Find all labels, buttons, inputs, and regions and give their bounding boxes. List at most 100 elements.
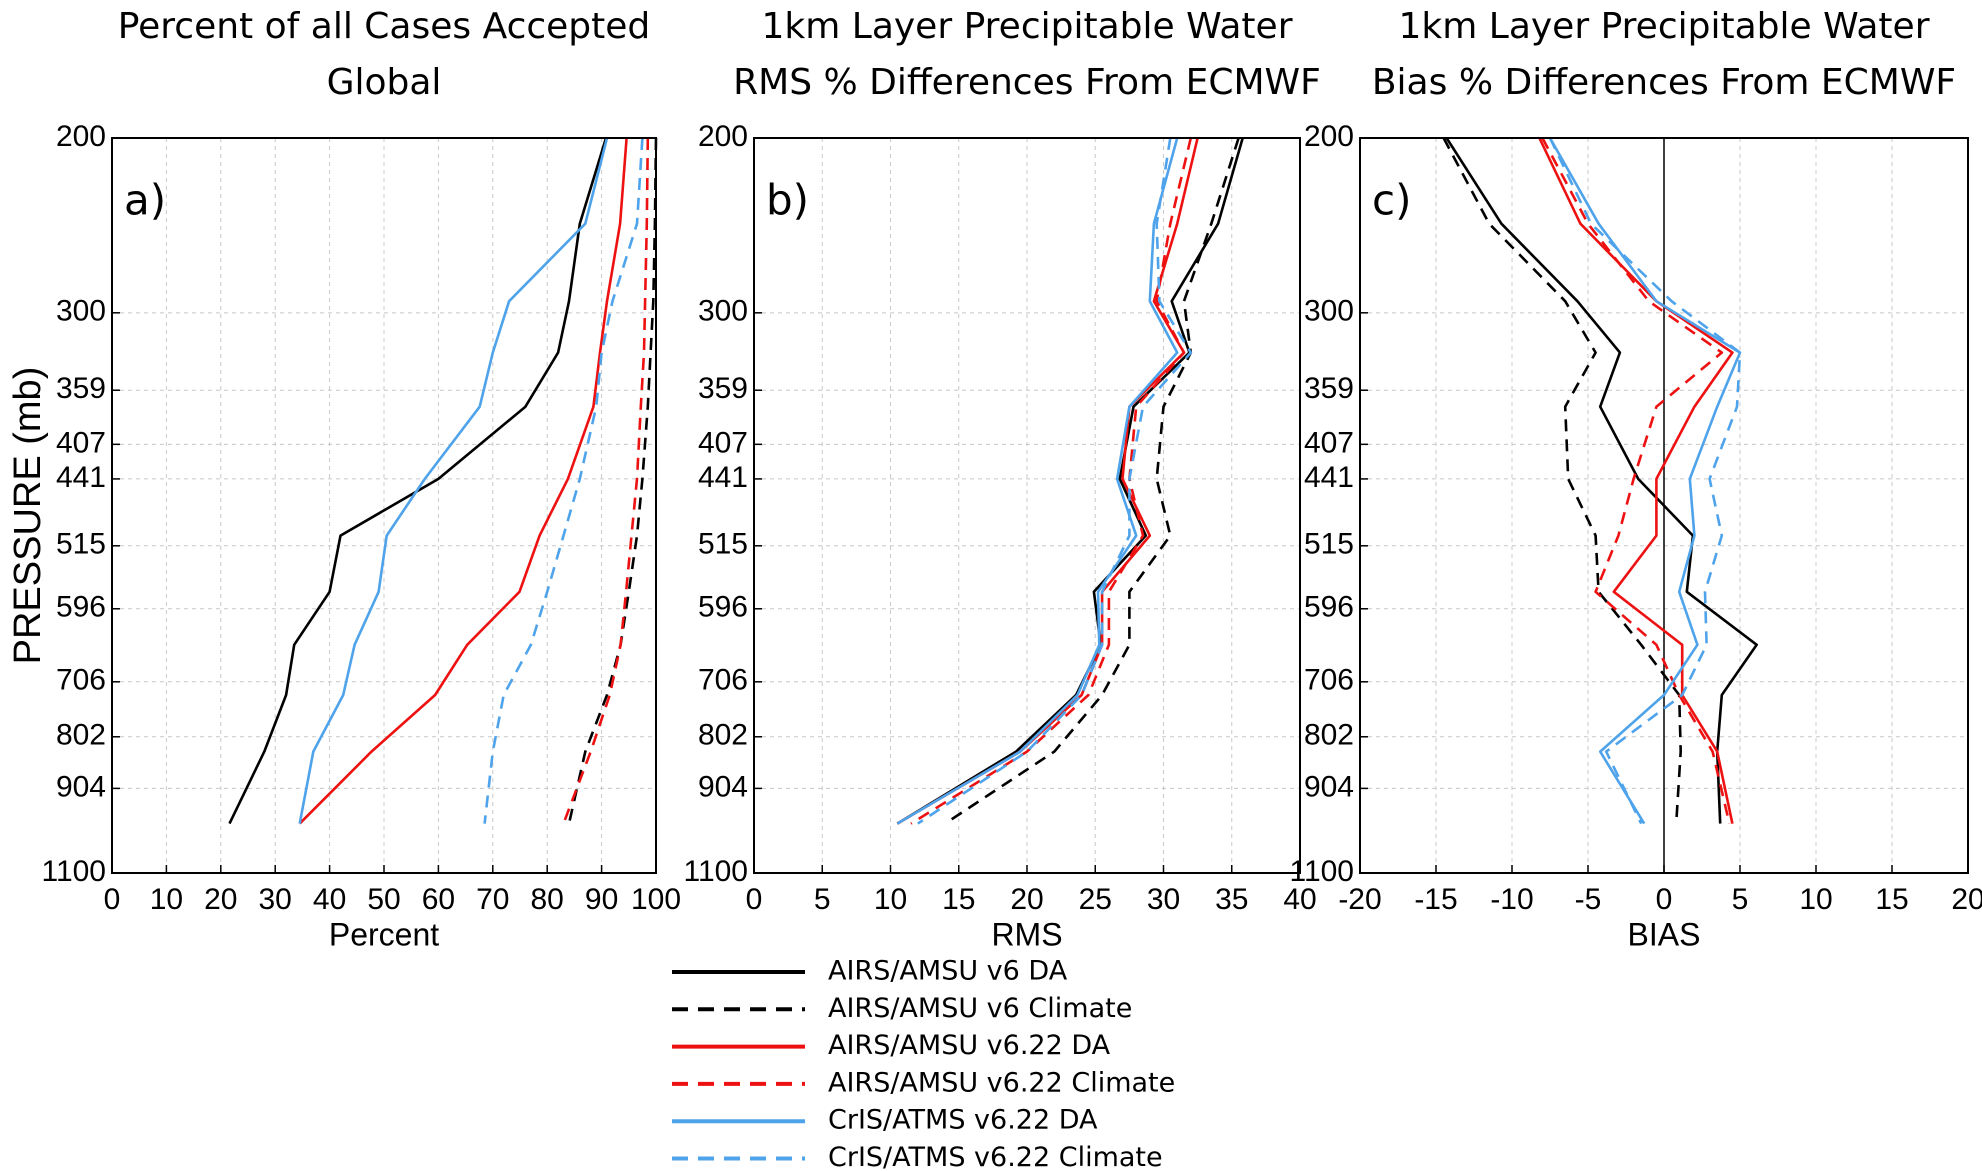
y-tick-label: 802 <box>1304 719 1354 752</box>
series-line <box>1548 137 1742 825</box>
y-tick-label: 407 <box>1304 426 1354 459</box>
series-line <box>1548 137 1742 825</box>
x-axis-label: BIAS <box>1628 916 1701 952</box>
y-tick-label: 200 <box>698 120 748 153</box>
x-tick-label: 70 <box>476 883 509 916</box>
series-line <box>567 137 658 824</box>
y-tick-label: 706 <box>698 664 748 697</box>
chart-subtitle: Bias % Differences From ECMWF <box>1372 62 1956 103</box>
y-tick-label: 407 <box>698 426 748 459</box>
series-line <box>1538 137 1734 824</box>
x-tick-label: 0 <box>1656 883 1673 916</box>
x-tick-label: 5 <box>1732 883 1749 916</box>
series-line <box>228 137 608 825</box>
x-tick-label: 20 <box>204 883 237 916</box>
panel-label: b) <box>766 176 809 225</box>
x-tick-label: 10 <box>1799 883 1832 916</box>
x-axis-label: Percent <box>329 916 439 952</box>
y-tick-label: 515 <box>1304 528 1354 561</box>
y-tick-label: 359 <box>698 372 748 405</box>
y-tick-label: 515 <box>698 528 748 561</box>
x-tick-label: 0 <box>104 883 121 916</box>
x-tick-label: 15 <box>942 883 975 916</box>
x-tick-label: 20 <box>1010 883 1043 916</box>
x-tick-label: 20 <box>1951 883 1982 916</box>
chart-subtitle: RMS % Differences From ECMWF <box>733 62 1321 103</box>
chart-title: 1km Layer Precipitable Water <box>1399 6 1930 47</box>
panel-label: c) <box>1372 176 1411 225</box>
series-line <box>917 137 1193 825</box>
y-tick-label: 359 <box>56 372 106 405</box>
chart-title: 1km Layer Precipitable Water <box>762 6 1293 47</box>
y-tick-label: 802 <box>698 719 748 752</box>
y-tick-label: 904 <box>56 770 106 803</box>
series-line <box>1445 137 1758 824</box>
series-line <box>896 137 1179 825</box>
plot-frame <box>111 137 657 874</box>
x-tick-label: -5 <box>1575 883 1602 916</box>
x-tick-label: 35 <box>1215 883 1248 916</box>
y-tick-label: 1100 <box>683 855 748 888</box>
y-tick-label: 596 <box>1304 591 1354 624</box>
x-tick-label: 30 <box>259 883 292 916</box>
y-tick-label: 441 <box>56 461 106 494</box>
x-tick-label: -20 <box>1338 883 1381 916</box>
x-tick-label: 10 <box>150 883 183 916</box>
legend-label: AIRS/AMSU v6.22 DA <box>828 1030 1111 1061</box>
x-tick-label: 0 <box>746 883 763 916</box>
series-line <box>298 137 628 825</box>
x-tick-label: 100 <box>631 883 681 916</box>
y-tick-label: 706 <box>56 664 106 697</box>
x-tick-label: 60 <box>422 883 455 916</box>
series-line <box>1541 137 1731 824</box>
y-tick-label: 359 <box>1304 372 1354 405</box>
legend-label: AIRS/AMSU v6 DA <box>828 956 1068 987</box>
x-tick-label: 30 <box>1147 883 1180 916</box>
x-tick-label: 40 <box>1283 883 1316 916</box>
series-line <box>896 137 1244 825</box>
legend-label: CrIS/ATMS v6.22 DA <box>828 1105 1098 1136</box>
x-tick-label: 15 <box>1875 883 1908 916</box>
series-line <box>562 137 650 825</box>
x-tick-label: -15 <box>1414 883 1457 916</box>
y-tick-label: 802 <box>56 719 106 752</box>
x-tick-label: -10 <box>1490 883 1533 916</box>
y-tick-label: 300 <box>1304 295 1354 328</box>
y-tick-label: 300 <box>698 295 748 328</box>
x-axis-label: RMS <box>991 916 1062 952</box>
panel-label: a) <box>124 176 166 225</box>
x-tick-label: 50 <box>367 883 400 916</box>
plot-frame <box>1359 137 1969 874</box>
y-tick-label: 200 <box>56 120 106 153</box>
y-axis-label: PRESSURE (mb) <box>7 367 49 665</box>
series-line <box>298 137 609 824</box>
series-line <box>1442 137 1682 824</box>
legend-label: AIRS/AMSU v6 Climate <box>828 993 1132 1024</box>
chart-subtitle: Global <box>327 62 442 103</box>
legend-label: CrIS/ATMS v6.22 Climate <box>828 1142 1163 1171</box>
plot-frame <box>753 137 1301 874</box>
y-tick-label: 1100 <box>41 855 106 888</box>
x-tick-label: 80 <box>531 883 564 916</box>
x-tick-label: 25 <box>1079 883 1112 916</box>
x-tick-label: 5 <box>814 883 831 916</box>
x-tick-label: 40 <box>313 883 346 916</box>
series-line <box>944 137 1240 825</box>
y-tick-label: 1100 <box>1289 855 1354 888</box>
y-tick-label: 596 <box>698 591 748 624</box>
chart-title: Percent of all Cases Accepted <box>118 6 651 47</box>
y-tick-label: 441 <box>1304 461 1354 494</box>
legend-label: AIRS/AMSU v6.22 Climate <box>828 1067 1175 1098</box>
y-tick-label: 904 <box>698 770 748 803</box>
y-tick-label: 706 <box>1304 664 1354 697</box>
y-tick-label: 904 <box>1304 770 1354 803</box>
y-tick-label: 515 <box>56 528 106 561</box>
y-tick-label: 200 <box>1304 120 1354 153</box>
y-tick-label: 441 <box>698 461 748 494</box>
series-line <box>483 137 644 824</box>
y-tick-label: 407 <box>56 426 106 459</box>
y-tick-label: 596 <box>56 591 106 624</box>
x-tick-label: 90 <box>585 883 618 916</box>
y-tick-label: 300 <box>56 295 106 328</box>
